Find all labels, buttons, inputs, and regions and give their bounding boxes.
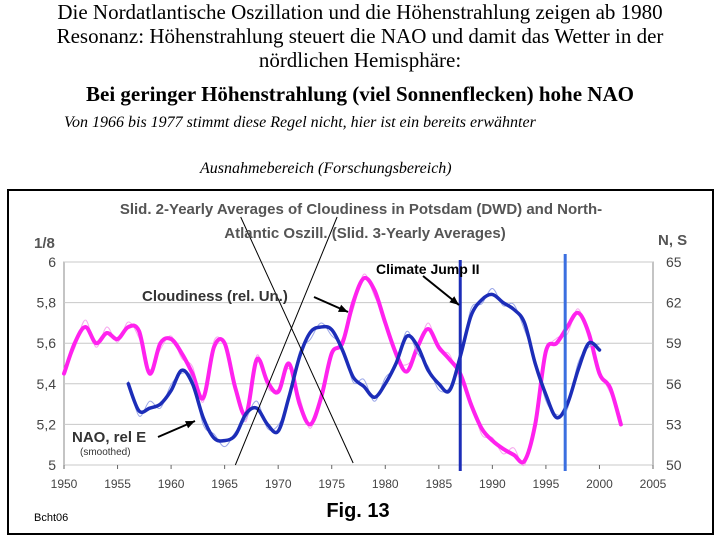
heading-bold-conclusion: Bei geringer Höhenstrahlung (viel Sonnen… <box>86 82 634 106</box>
y-right-tick-label: 56 <box>666 376 682 392</box>
series-raw-trace <box>127 288 600 448</box>
y-left-tick-label: 5,4 <box>37 376 57 392</box>
cloudiness-label: Cloudiness (rel. Un.) <box>142 288 288 305</box>
author-label: Bcht06 <box>34 512 68 524</box>
chart-title-line-2: Atlantic Oszill. (Slid. 3-Yearly Average… <box>224 225 506 242</box>
x-tick-label: 1990 <box>479 477 506 491</box>
y-left-tick-label: 5,2 <box>37 416 57 432</box>
note-line-1: Von 1966 bis 1977 stimmt diese Regel nic… <box>64 114 536 131</box>
x-tick-label: 1970 <box>265 477 292 491</box>
diagonal-line-1 <box>240 216 354 464</box>
chart-title-line-1: Slid. 2-Yearly Averages of Cloudiness in… <box>120 201 602 218</box>
right-axis-unit: N, S <box>658 232 687 249</box>
y-right-tick-label: 59 <box>666 335 682 351</box>
cloudiness-arrow-head <box>338 304 348 312</box>
note-line-2: Ausnahmebereich (Forschungsbereich) <box>200 160 452 177</box>
x-tick-label: 2005 <box>640 477 667 491</box>
x-tick-label: 1985 <box>425 477 452 491</box>
y-left-tick-label: 6 <box>48 254 56 270</box>
figure-label: Fig. 13 <box>326 500 389 522</box>
x-tick-label: 1975 <box>318 477 345 491</box>
y-left-tick-label: 5,6 <box>37 335 57 351</box>
tick-labels: 5 5,2 5,4 5,6 5,8 6 50 53 56 59 62 65 1950 1955 1960 19… <box>37 254 682 491</box>
y-left-tick-label: 5,8 <box>37 295 57 311</box>
nao-label: NAO, rel E <box>72 429 146 446</box>
plot-area <box>63 261 654 466</box>
diagonal-line-2 <box>234 216 338 466</box>
series-layer <box>62 273 623 467</box>
heading-line-2: Resonanz: Höhenstrahlung steuert die NAO… <box>56 24 664 48</box>
x-tick-label: 1965 <box>211 477 238 491</box>
x-tick-label: 1980 <box>372 477 399 491</box>
nao-arrow-head <box>185 421 195 429</box>
cloudiness-line <box>62 275 623 465</box>
y-right-tick-label: 53 <box>666 416 682 432</box>
x-tick-label: 1950 <box>51 477 78 491</box>
y-right-tick-label: 62 <box>666 295 682 311</box>
nao-sublabel: (smoothed) <box>80 447 131 458</box>
x-tick-label: 1955 <box>104 477 131 491</box>
y-right-tick-label: 50 <box>666 457 682 473</box>
heading-line-1: Die Nordatlantische Oszillation und die … <box>57 0 663 24</box>
left-axis-unit: 1/8 <box>34 235 55 252</box>
x-tick-label: 2000 <box>586 477 613 491</box>
heading-line-3: nördlichen Hemisphäre: <box>258 48 462 72</box>
x-tick-label: 1995 <box>533 477 560 491</box>
climate-jump-arrow-head <box>449 296 459 305</box>
climate-jump-label: Climate Jump II <box>376 261 479 277</box>
overlay-layer <box>157 216 567 471</box>
y-left-tick-label: 5 <box>48 457 56 473</box>
nao-line <box>126 292 602 443</box>
y-right-tick-label: 65 <box>666 254 682 270</box>
x-tick-label: 1960 <box>158 477 185 491</box>
